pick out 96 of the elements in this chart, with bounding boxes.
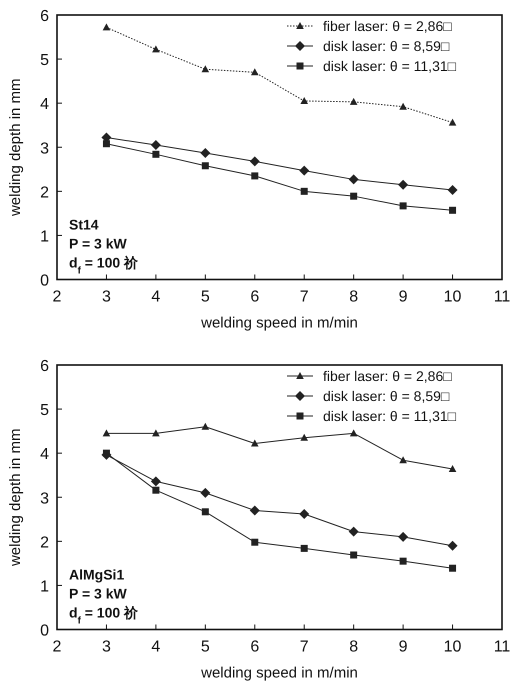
y-tick-label: 2 bbox=[40, 184, 50, 202]
y-tick-label: 3 bbox=[40, 490, 50, 507]
point bbox=[300, 544, 308, 552]
point bbox=[152, 486, 160, 494]
point bbox=[150, 140, 161, 150]
x-tick-label: 5 bbox=[200, 288, 210, 306]
point bbox=[350, 428, 358, 436]
x-axis-title: welding speed in m/min bbox=[200, 664, 358, 681]
point bbox=[299, 508, 310, 518]
x-tick-label: 2 bbox=[52, 638, 62, 655]
point bbox=[400, 557, 407, 564]
legend-label: fiber laser: θ = 2,86□ bbox=[323, 368, 452, 384]
x-tick-label: 5 bbox=[200, 638, 210, 655]
x-tick-label: 10 bbox=[444, 288, 462, 306]
point bbox=[448, 118, 456, 126]
annotation: AlMgSi1 bbox=[69, 566, 124, 582]
x-tick-label: 8 bbox=[349, 638, 358, 655]
x-tick-label: 11 bbox=[494, 288, 510, 306]
x-tick-label: 6 bbox=[250, 638, 260, 655]
point bbox=[398, 531, 408, 542]
legend-label: fiber laser: θ = 2,86□ bbox=[323, 18, 452, 34]
point bbox=[200, 487, 210, 498]
point bbox=[152, 45, 160, 52]
annotation: d$_{f}$ = 100 祄 bbox=[69, 604, 140, 626]
point bbox=[102, 428, 110, 436]
annotation: P = 3 kW bbox=[69, 236, 128, 252]
point bbox=[250, 156, 260, 166]
x-tick-label: 7 bbox=[300, 288, 309, 306]
annotation: d$_{f}$ = 100 祄 bbox=[69, 254, 140, 276]
y-tick-label: 0 bbox=[40, 272, 50, 290]
point bbox=[250, 68, 259, 76]
x-tick-label: 9 bbox=[398, 288, 408, 306]
point bbox=[350, 98, 358, 105]
x-tick-label: 8 bbox=[349, 288, 358, 306]
y-tick-label: 5 bbox=[40, 402, 50, 419]
legend-label: disk laser: θ = 8,59□ bbox=[323, 38, 450, 54]
point bbox=[150, 476, 161, 486]
y-tick-label: 1 bbox=[40, 228, 50, 246]
y-axis-title: welding depth in mm bbox=[7, 78, 24, 218]
x-tick-label: 3 bbox=[102, 288, 111, 306]
point bbox=[449, 206, 456, 214]
point bbox=[448, 540, 458, 550]
x-tick-label: 7 bbox=[300, 638, 309, 655]
point bbox=[300, 96, 308, 104]
point bbox=[251, 172, 258, 180]
point bbox=[348, 174, 359, 184]
y-tick-label: 5 bbox=[40, 52, 50, 70]
legend-label: disk laser: θ = 8,59□ bbox=[323, 388, 450, 404]
point bbox=[300, 433, 308, 440]
point bbox=[398, 180, 408, 190]
legend-label: disk laser: θ = 11,31□ bbox=[323, 408, 457, 424]
annotation: P = 3 kW bbox=[69, 585, 128, 601]
point bbox=[202, 508, 209, 515]
y-axis-title: welding depth in mm bbox=[7, 428, 24, 567]
point bbox=[400, 202, 407, 210]
x-tick-label: 9 bbox=[398, 638, 408, 655]
point bbox=[399, 456, 407, 463]
point bbox=[250, 504, 260, 515]
point bbox=[300, 188, 308, 195]
y-tick-label: 6 bbox=[40, 8, 50, 25]
point bbox=[152, 150, 160, 158]
point bbox=[102, 140, 110, 148]
y-tick-label: 0 bbox=[40, 622, 50, 639]
legend-label: disk laser: θ = 11,31□ bbox=[323, 58, 457, 74]
x-tick-label: 2 bbox=[52, 288, 62, 306]
point bbox=[448, 185, 458, 196]
annotation: St14 bbox=[69, 216, 99, 232]
y-tick-label: 2 bbox=[40, 534, 50, 551]
x-tick-label: 4 bbox=[151, 288, 160, 306]
point bbox=[152, 428, 160, 436]
x-tick-label: 6 bbox=[250, 288, 260, 306]
point bbox=[202, 422, 210, 430]
point bbox=[299, 166, 310, 176]
point bbox=[350, 192, 358, 200]
x-tick-label: 11 bbox=[494, 638, 510, 655]
y-tick-label: 4 bbox=[40, 446, 50, 463]
point bbox=[449, 564, 456, 572]
point bbox=[202, 65, 210, 72]
point bbox=[250, 438, 259, 446]
point bbox=[202, 162, 209, 170]
point bbox=[448, 464, 456, 472]
point bbox=[348, 526, 359, 536]
x-tick-label: 4 bbox=[151, 638, 160, 655]
x-axis-title: welding speed in m/min bbox=[200, 314, 358, 332]
point bbox=[102, 449, 110, 456]
point bbox=[350, 551, 358, 558]
x-tick-label: 10 bbox=[444, 638, 462, 655]
point bbox=[102, 23, 110, 30]
point bbox=[251, 538, 258, 546]
x-tick-label: 3 bbox=[102, 638, 111, 655]
y-tick-label: 1 bbox=[40, 578, 50, 595]
y-tick-label: 4 bbox=[40, 96, 50, 114]
y-tick-label: 6 bbox=[40, 358, 50, 374]
y-tick-label: 3 bbox=[40, 140, 50, 158]
point bbox=[399, 102, 407, 110]
point bbox=[200, 148, 210, 158]
